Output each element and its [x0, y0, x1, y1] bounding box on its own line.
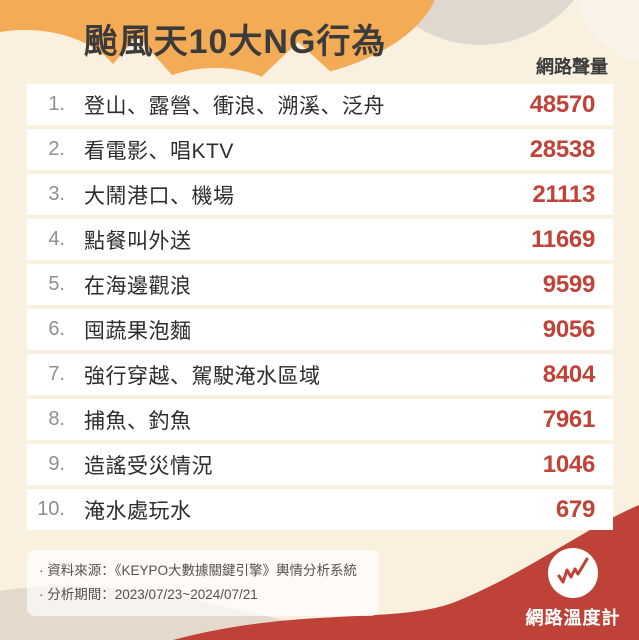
rank-number: 7. — [48, 363, 65, 385]
volume-value: 9056 — [542, 315, 596, 343]
rank-number: 2. — [48, 138, 65, 160]
list-item: 7. 強行穿越、駕駛淹水區域 8404 — [27, 354, 613, 395]
source-line: · 資料來源：《KEYPO大數據關鍵引擎》輿情分析系統 — [39, 563, 358, 578]
behavior-label: 大鬧港口、機場 — [84, 184, 235, 208]
behavior-label: 強行穿越、駕駛淹水區域 — [84, 364, 321, 388]
rank-number: 8. — [48, 408, 65, 430]
volume-value: 8404 — [542, 360, 596, 388]
rank-number: 3. — [48, 183, 65, 205]
brand-name: 網路溫度計 — [525, 608, 621, 628]
behavior-label: 點餐叫外送 — [84, 229, 192, 253]
data-source-box: · 資料來源：《KEYPO大數據關鍵引擎》輿情分析系統 · 分析期間：2023/… — [27, 550, 379, 616]
volume-value: 21113 — [532, 180, 595, 208]
list-item: 8. 捕魚、釣魚 7961 — [27, 399, 613, 440]
list-item: 5. 在海邊觀浪 9599 — [27, 264, 613, 305]
volume-value: 1046 — [542, 450, 596, 478]
list-item: 6. 囤蔬果泡麵 9056 — [27, 309, 613, 350]
list-item: 4. 點餐叫外送 11669 — [27, 219, 613, 260]
list-item: 2. 看電影、唱KTV 28538 — [27, 129, 613, 170]
value-column-header: 網路聲量 — [536, 57, 608, 77]
volume-value: 9599 — [542, 270, 596, 298]
trend-line-icon — [557, 557, 589, 584]
behavior-label: 看電影、唱KTV — [84, 139, 234, 163]
list-item: 9. 造謠受災情況 1046 — [27, 444, 613, 485]
behavior-label: 捕魚、釣魚 — [84, 409, 192, 433]
page-title: 颱風天10大NG行為 — [83, 23, 387, 61]
rank-number: 5. — [48, 273, 65, 295]
rank-number: 6. — [48, 318, 65, 340]
rank-number: 1. — [48, 93, 65, 115]
list-item: 1. 登山、露營、衝浪、溯溪、泛舟 48570 — [27, 84, 613, 125]
volume-value: 11669 — [531, 225, 595, 253]
rank-number: 4. — [48, 228, 65, 250]
volume-value: 679 — [555, 495, 595, 523]
volume-value: 28538 — [529, 135, 596, 163]
rank-number: 9. — [48, 453, 65, 475]
period-line: · 分析期間：2023/07/23~2024/07/21 — [39, 587, 258, 602]
behavior-label: 造謠受災情況 — [84, 454, 213, 478]
volume-value: 48570 — [529, 90, 596, 118]
list-item: 3. 大鬧港口、機場 21113 — [27, 174, 613, 215]
list-item: 10. 淹水處玩水 679 — [27, 489, 613, 530]
brand-logo — [548, 548, 598, 598]
behavior-label: 登山、露營、衝浪、溯溪、泛舟 — [84, 94, 385, 118]
volume-value: 7961 — [542, 405, 596, 433]
behavior-label: 囤蔬果泡麵 — [84, 319, 192, 343]
behavior-label: 淹水處玩水 — [84, 499, 192, 523]
ranking-list: 1. 登山、露營、衝浪、溯溪、泛舟 48570 2. 看電影、唱KTV 28538 3. 大鬧… — [27, 84, 613, 530]
rank-number: 10. — [37, 498, 65, 520]
behavior-label: 在海邊觀浪 — [84, 274, 192, 298]
